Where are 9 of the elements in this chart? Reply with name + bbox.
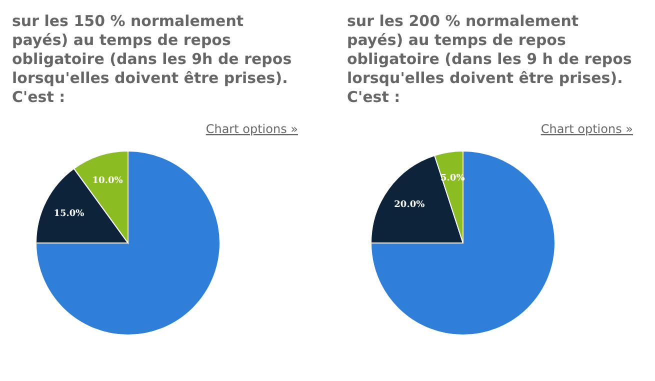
data-label: 10.0% bbox=[92, 176, 124, 186]
chart-title: sur les 150 % normalement payés) au temps de repos obligatoire (dans les 9h de repos lorsqu'elles doivent être prises). C'est : bbox=[12, 12, 292, 106]
text: Chart options » bbox=[540, 122, 633, 136]
chart-title: sur les 200 % normalement payés) au temps de repos obligatoire (dans les 9 h de repos lorsqu'elles doivent être prises). C'est : bbox=[347, 12, 632, 106]
pie-slice bbox=[36, 150, 220, 336]
text: Chart options » bbox=[206, 122, 298, 136]
pie-slice bbox=[370, 150, 556, 336]
data-label: 15.0% bbox=[54, 209, 85, 220]
data-label: 20.0% bbox=[394, 200, 426, 210]
